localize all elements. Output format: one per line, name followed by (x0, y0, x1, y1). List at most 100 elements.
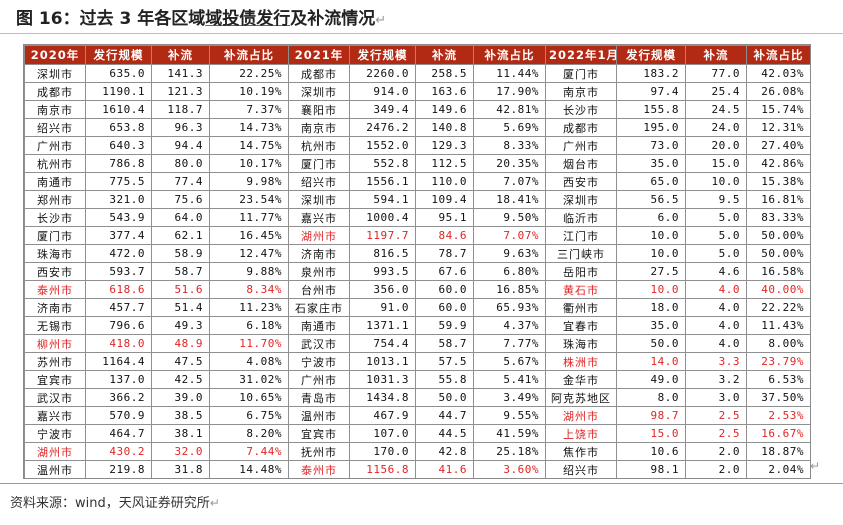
column-header: 补流 (151, 45, 210, 65)
value-cell: 91.0 (349, 298, 416, 317)
value-cell: 8.33% (473, 136, 546, 155)
value-cell: 799.2 (86, 479, 152, 480)
value-cell: 163.6 (415, 82, 474, 101)
value-cell: 775.5 (85, 172, 152, 191)
value-cell: 15.0 (616, 424, 686, 443)
value-cell: 11.77% (209, 208, 289, 227)
value-cell: 155.8 (616, 100, 686, 119)
city-cell: 西安市 (545, 172, 617, 191)
value-cell: 64.0 (151, 208, 210, 227)
value-cell: 42.81% (473, 100, 546, 119)
city-cell: 台州市 (288, 280, 350, 299)
value-cell: 593.7 (85, 262, 152, 281)
value-cell: 472.0 (85, 244, 152, 263)
table-row: 宜宾市 137.0 42.5 31.02% 广州市 1031.3 55.8 5.41% 金华市 4… (24, 370, 810, 389)
city-cell: 深圳市 (288, 82, 350, 101)
table-row: 长沙市 543.9 64.0 11.77% 嘉兴市 1000.4 95.1 9.50% 临沂市 6… (24, 208, 810, 227)
value-cell: 7.44% (209, 442, 289, 461)
table-row: 柳州市 418.0 48.9 11.70% 武汉市 754.4 58.7 7.77% 珠海市 50… (24, 334, 810, 353)
value-cell: 10.0 (685, 172, 747, 191)
value-cell: 44.7 (415, 406, 474, 425)
value-cell: 47.5 (151, 352, 210, 371)
value-cell: 27.5 (616, 262, 686, 281)
value-cell: 50.0 (415, 388, 474, 407)
value-cell: 640.3 (85, 136, 152, 155)
city-cell: 武汉市 (288, 334, 350, 353)
value-cell: 31.02% (209, 370, 289, 389)
value-cell: 17.90% (473, 82, 546, 101)
value-cell: 796.6 (85, 316, 152, 335)
city-cell: 深圳市 (545, 190, 617, 209)
value-cell: 754.4 (349, 334, 416, 353)
value-cell: 60.0 (415, 280, 474, 299)
column-header: 2022年1月 (545, 45, 617, 65)
figure-title: 图 16：过去 3 年各区域域投债发行及补流情况↵ (16, 4, 386, 29)
value-cell: 84.6 (415, 226, 474, 245)
value-cell: 11.43% (746, 316, 810, 335)
table-row: 郑州市 321.0 75.6 23.54% 深圳市 594.1 109.4 18.41% 深圳市… (24, 190, 810, 209)
city-cell: 常州市 (25, 479, 86, 480)
value-cell: 635.0 (85, 64, 152, 83)
city-cell: 石家庄市 (288, 298, 350, 317)
value-cell: 14.75% (209, 136, 289, 155)
value-cell: 5.69% (473, 118, 546, 137)
value-cell: 4.0 (685, 334, 747, 353)
value-cell: 786.8 (85, 154, 152, 173)
value-cell: 4.6 (685, 262, 747, 281)
value-cell: 95.1 (415, 208, 474, 227)
value-cell: 8.34% (209, 280, 289, 299)
title-underlined-text: 域投债发行 (205, 9, 291, 29)
value-cell: 1556.1 (349, 172, 416, 191)
column-header: 发行规模 (616, 45, 686, 65)
value-cell: 3.95% (210, 479, 289, 480)
value-cell: 32.0 (151, 442, 210, 461)
value-cell: 51.4 (151, 298, 210, 317)
value-cell: 94.4 (151, 136, 210, 155)
value-cell: 1610.4 (85, 100, 152, 119)
value-cell: 356.0 (349, 280, 416, 299)
table-end-mark-icon: ↵ (810, 459, 821, 473)
column-header: 补流 (685, 45, 747, 65)
value-cell: 1164.4 (85, 352, 152, 371)
city-cell: 烟台市 (545, 154, 617, 173)
value-cell: 1190.1 (85, 82, 152, 101)
value-cell: 618.6 (85, 280, 152, 299)
city-cell: 衢州市 (545, 298, 617, 317)
value-cell: 83.33% (746, 208, 810, 227)
city-cell: 绍兴市 (545, 460, 617, 478)
column-header: 补流 (415, 45, 474, 65)
table-row: 济南市 457.7 51.4 11.23% 石家庄市 91.0 60.0 65.93% 衢州市 1… (24, 298, 810, 317)
value-cell: 35.0 (616, 316, 686, 335)
city-cell: 珠海市 (24, 244, 86, 263)
value-cell: 9.50% (473, 208, 546, 227)
value-cell: 4.0 (685, 298, 747, 317)
city-cell: 南通市 (288, 316, 350, 335)
table-row: 西安市 593.7 58.7 9.88% 泉州市 993.5 67.6 6.80% 岳阳市 27.… (24, 262, 810, 281)
table-header-row: 2020年 发行规模 补流 补流占比 2021年 发行规模 补流 补流占比 2022年1月 发行规… (24, 45, 810, 65)
table-row: 湖州市 430.2 32.0 7.44% 抚州市 170.0 42.8 25.18% 焦作市 10… (24, 442, 810, 461)
value-cell: 16.58% (746, 262, 810, 281)
city-cell: 嘉兴市 (24, 406, 86, 425)
city-cell: 宜春市 (545, 316, 617, 335)
value-cell: 60.0 (415, 298, 474, 317)
city-cell: 宁波市 (288, 352, 350, 371)
value-cell: 430.2 (85, 442, 152, 461)
value-cell: 11.23% (209, 298, 289, 317)
value-cell: 418.0 (85, 334, 152, 353)
city-cell: 郑州市 (24, 190, 86, 209)
footer-divider (0, 483, 843, 484)
value-cell: 105.0 (617, 479, 686, 480)
value-cell: 195.0 (616, 118, 686, 137)
table-row: 南通市 775.5 77.4 9.98% 绍兴市 1556.1 110.0 7.07% 西安市 6… (24, 172, 810, 191)
table-row: 珠海市 472.0 58.9 12.47% 济南市 816.5 78.7 9.63% 三门峡市 1… (24, 244, 810, 263)
city-cell: 柳州市 (24, 334, 86, 353)
value-cell: 107.0 (349, 424, 416, 443)
value-cell: 31.6 (152, 479, 210, 480)
value-cell: 58.7 (415, 334, 474, 353)
value-cell: 49.3 (151, 316, 210, 335)
value-cell: 56.5 (616, 190, 686, 209)
city-cell: 南通市 (24, 172, 86, 191)
value-cell: 1552.0 (349, 136, 416, 155)
value-cell: 2.0 (685, 442, 747, 461)
value-cell: 98.7 (616, 406, 686, 425)
